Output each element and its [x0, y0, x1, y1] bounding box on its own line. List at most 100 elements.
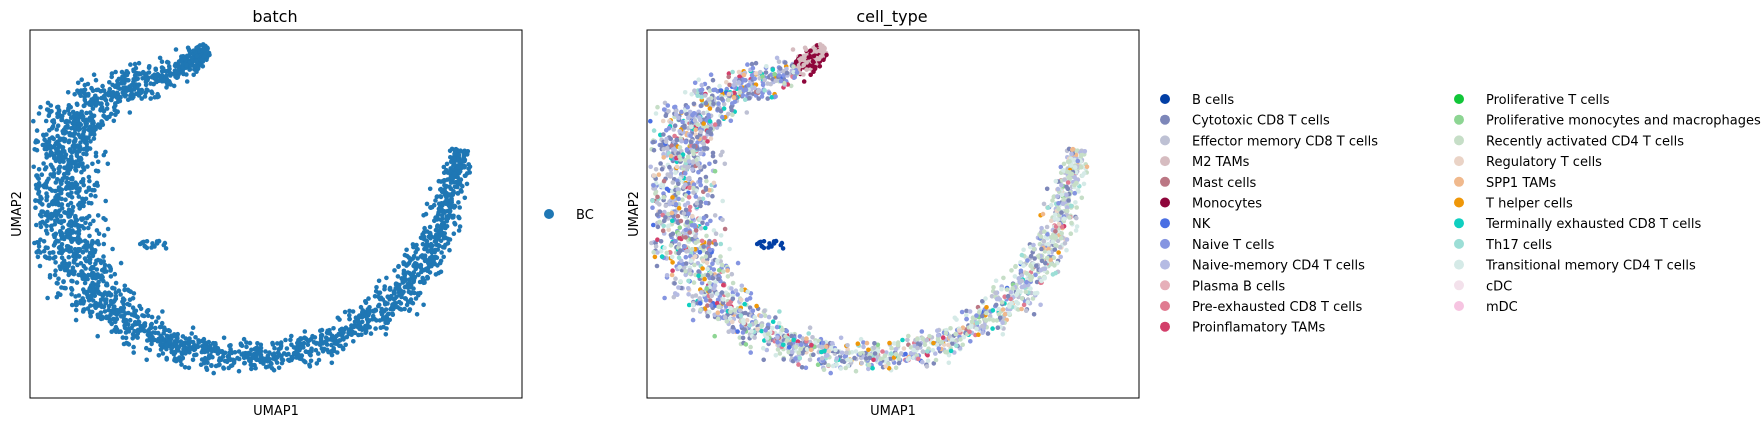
data-point: [1045, 241, 1051, 247]
data-point: [974, 320, 980, 326]
data-point: [443, 201, 449, 206]
data-point: [670, 180, 676, 185]
data-point: [47, 186, 53, 192]
data-point: [714, 300, 720, 306]
data-point: [811, 69, 816, 74]
batch-legend-marker: [544, 209, 554, 219]
data-point: [968, 324, 974, 330]
data-point: [810, 335, 815, 340]
data-point: [40, 202, 45, 207]
data-point: [859, 360, 864, 366]
data-point: [668, 153, 674, 159]
data-point: [935, 337, 941, 343]
data-point: [109, 329, 114, 335]
data-point: [774, 324, 780, 330]
data-point: [456, 200, 461, 205]
data-point: [367, 305, 372, 310]
data-point: [121, 308, 126, 313]
data-point: [798, 56, 804, 61]
data-point: [781, 69, 786, 74]
data-point: [1074, 205, 1079, 210]
data-point: [164, 73, 169, 78]
data-point: [1009, 268, 1014, 273]
data-point: [682, 202, 688, 208]
data-point: [123, 317, 129, 323]
data-point: [878, 356, 884, 362]
data-point: [60, 129, 65, 134]
data-point: [758, 313, 764, 319]
data-point: [142, 328, 147, 334]
data-point: [238, 341, 244, 347]
data-point: [201, 47, 207, 53]
data-point: [52, 254, 58, 260]
data-point: [1019, 278, 1025, 284]
data-point: [37, 263, 43, 269]
data-point: [72, 223, 78, 228]
data-point: [120, 90, 125, 95]
data-point: [317, 342, 323, 348]
data-point: [853, 368, 859, 374]
data-point: [111, 309, 116, 315]
data-point: [177, 70, 183, 75]
data-point: [221, 335, 227, 341]
data-point: [1053, 270, 1058, 276]
data-point: [808, 347, 814, 353]
data-point: [727, 246, 732, 252]
data-point: [776, 59, 782, 64]
data-point: [648, 118, 653, 124]
data-point: [703, 200, 709, 206]
data-point: [434, 255, 440, 260]
data-point: [980, 323, 985, 329]
data-point: [683, 254, 689, 260]
data-point: [773, 353, 779, 358]
data-point: [775, 335, 780, 340]
data-point: [745, 289, 750, 295]
data-point: [1038, 234, 1044, 239]
data-point: [49, 109, 54, 114]
data-point: [759, 323, 765, 329]
data-point: [702, 135, 707, 141]
data-point: [179, 350, 184, 356]
data-point: [135, 76, 140, 81]
data-point: [933, 357, 939, 363]
data-point: [861, 344, 866, 350]
data-point: [793, 344, 799, 350]
data-point: [676, 115, 681, 121]
data-point: [679, 138, 684, 144]
data-point: [1044, 224, 1050, 230]
data-point: [735, 260, 741, 266]
data-point: [61, 248, 66, 254]
data-point: [71, 133, 76, 138]
data-point: [893, 352, 899, 357]
data-point: [977, 309, 982, 315]
data-point: [384, 275, 389, 281]
data-point: [674, 137, 680, 142]
data-point: [101, 88, 107, 93]
data-point: [101, 233, 107, 238]
data-point: [202, 349, 207, 355]
data-point: [826, 349, 832, 354]
data-point: [158, 335, 163, 340]
data-point: [713, 241, 718, 247]
data-point: [953, 331, 958, 337]
data-point: [718, 241, 724, 247]
data-point: [103, 198, 108, 204]
data-point: [733, 288, 739, 294]
data-point: [213, 341, 218, 346]
data-point: [687, 204, 693, 210]
data-point: [145, 308, 150, 314]
data-point: [651, 147, 657, 153]
data-point: [90, 253, 96, 259]
data-point: [81, 199, 87, 205]
data-point: [69, 302, 75, 308]
data-point: [357, 326, 362, 332]
data-point: [671, 294, 677, 300]
data-point: [82, 280, 88, 286]
data-point: [659, 254, 665, 259]
data-point: [406, 289, 412, 295]
data-point: [784, 328, 789, 334]
data-point: [677, 154, 682, 160]
data-point: [71, 258, 77, 264]
data-point: [313, 347, 319, 353]
data-point: [102, 262, 108, 268]
